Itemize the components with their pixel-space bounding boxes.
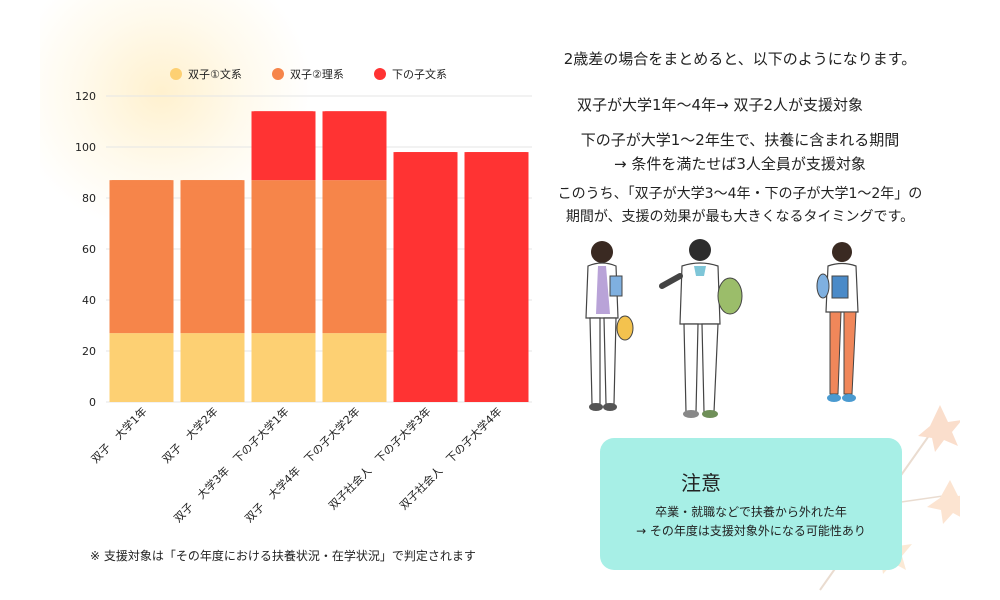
y-tick-label: 100 [75,141,96,154]
x-tick-label: 双子 大学4年 下の子大学2年 [242,404,363,525]
bar-segment [251,333,316,402]
bar-segment [109,180,174,334]
bar-cap [464,152,529,159]
legend-swatch [170,68,182,80]
bar-cap [109,180,174,187]
caution-line-1: 卒業・就職などで扶養から外れた年 [655,505,847,519]
bar-segment [180,333,245,402]
y-tick-label: 0 [89,396,96,409]
summary-line-twins: 双子が大学1年〜4年→ 双子2人が支援対象 [577,96,863,114]
bar-cap [322,111,387,118]
summary-intro: 2歳差の場合をまとめると、以下のようになります。 [563,50,917,68]
legend-label: 双子①文系 [188,67,242,81]
student-girl-1-figure [585,241,634,411]
gridlines [106,95,532,403]
bar-segment [109,333,174,402]
bar-segment [393,152,458,402]
caution-title: 注意 [681,471,721,495]
y-tick-label: 120 [75,90,96,103]
y-tick-label: 80 [82,192,96,205]
caution-box [600,438,902,570]
bars [109,111,529,402]
legend-swatch [374,68,386,80]
summary-line-peak-period: このうち、「双子が大学3〜4年・下の子が大学1〜2年」の [557,186,923,202]
student-girl-2-figure [816,242,859,402]
bar-segment [180,180,245,334]
bar-cap [180,180,245,187]
student-boy-figure [659,239,743,418]
legend: 双子①文系 双子②理系 下の子文系 [170,67,447,81]
x-tick-label: 双子 大学2年 [159,404,221,466]
y-tick-label: 20 [82,345,96,358]
y-axis-ticks: 0 20 40 60 80 100 120 [75,90,96,409]
bar-segment [322,333,387,402]
summary-line-all-three: → 条件を満たせば3人全員が支援対象 [614,155,866,173]
x-tick-label: 双子 大学3年 下の子大学1年 [171,404,292,525]
bar-segment [322,180,387,334]
y-tick-label: 40 [82,294,96,307]
bar-segment [322,111,387,181]
x-tick-label: 双子 大学1年 [88,404,150,466]
footnote: ※ 支援対象は「その年度における扶養状況・在学状況」で判定されます [90,549,476,563]
legend-label: 双子②理系 [290,68,344,81]
students-illustration [585,239,859,418]
bar-segment [251,180,316,334]
y-tick-label: 60 [82,243,96,256]
bar-cap [251,111,316,118]
summary-line-younger: 下の子が大学1〜2年生で、扶養に含まれる期間 [580,131,900,149]
legend-label: 下の子文系 [392,67,447,81]
legend-swatch [272,68,284,80]
caution-line-2: → その年度は支援対象外になる可能性あり [636,524,866,538]
bar-segment [251,111,316,181]
bar-segment [464,152,529,402]
summary-line-peak-timing: 期間が、支援の効果が最も大きくなるタイミングです。 [565,209,915,225]
bar-cap [393,152,458,159]
